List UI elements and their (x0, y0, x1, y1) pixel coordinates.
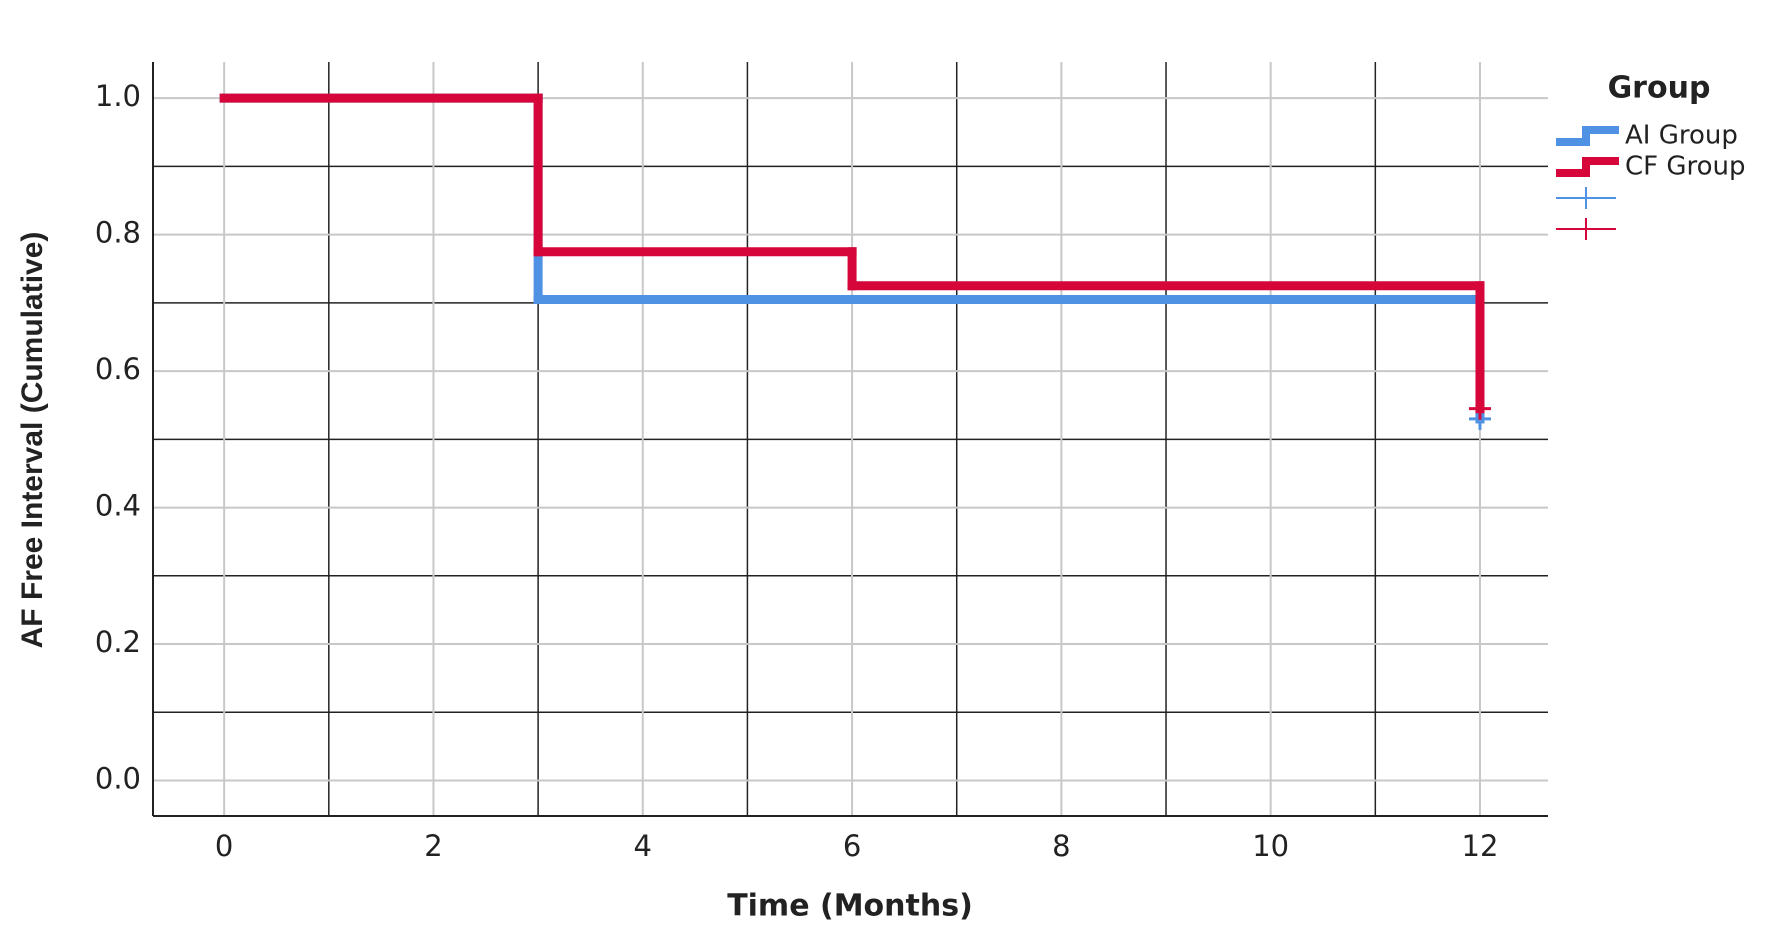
y-tick-label: 0.0 (95, 762, 141, 796)
y-tick-label: 0.6 (95, 352, 141, 386)
x-tick-label: 6 (843, 829, 861, 863)
x-tick-label: 2 (424, 829, 442, 863)
y-tick-label: 1.0 (95, 79, 141, 113)
legend-swatch (1556, 157, 1619, 177)
legend-label: AI Group (1625, 121, 1738, 151)
y-tick-label: 0.8 (95, 216, 141, 250)
x-axis-title: Time (Months) (727, 889, 973, 924)
x-tick-label: 8 (1052, 829, 1070, 863)
x-tick-label: 10 (1252, 829, 1289, 863)
y-tick-label: 0.2 (95, 625, 141, 659)
y-axis-title: AF Free Interval (Cumulative) (16, 232, 49, 649)
legend-swatch (1556, 126, 1619, 146)
x-tick-label: 4 (634, 829, 652, 863)
x-tick-label: 12 (1462, 829, 1499, 863)
legend-title: Group (1608, 71, 1711, 106)
x-tick-label: 0 (215, 829, 233, 863)
legend-label: CF Group (1625, 152, 1746, 182)
y-tick-label: 0.4 (95, 489, 141, 523)
